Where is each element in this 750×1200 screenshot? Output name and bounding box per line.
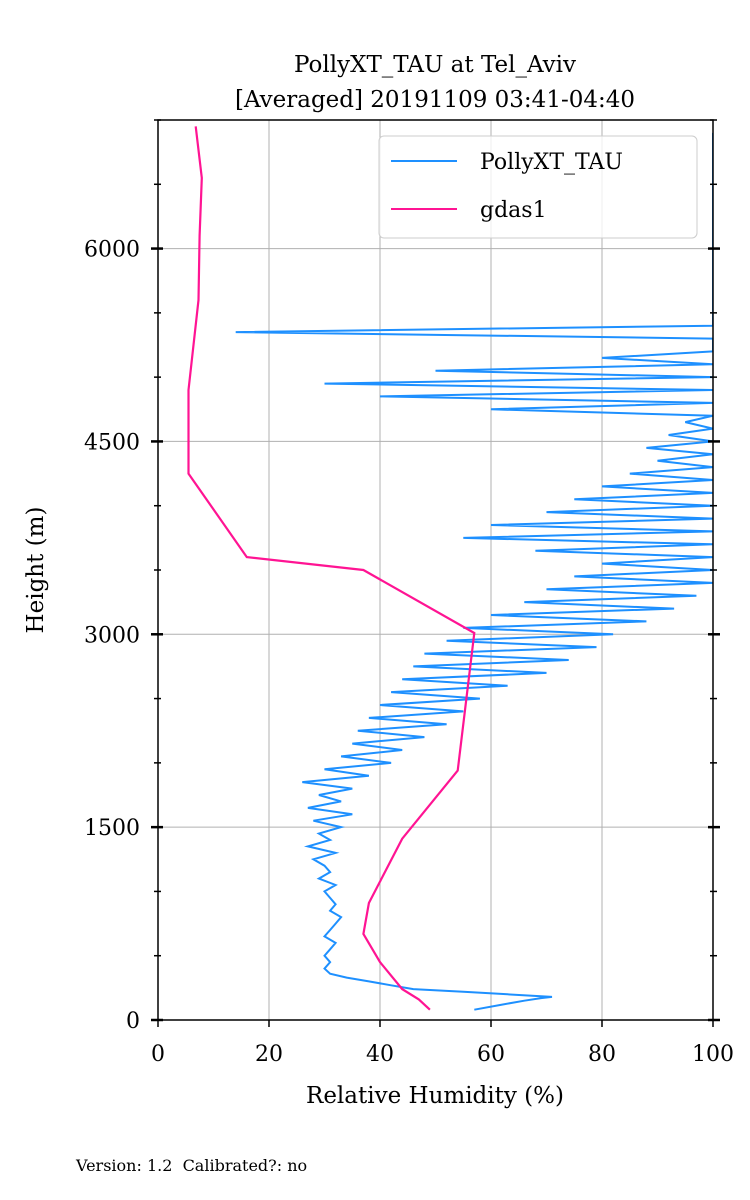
- x-tick-label: 0: [151, 1042, 165, 1067]
- x-tick-label: 80: [588, 1042, 616, 1067]
- chart-title: PollyXT_TAU at Tel_Aviv: [294, 52, 576, 78]
- y-tick-label: 1500: [84, 816, 140, 841]
- version-footer: Version: 1.2 Calibrated?: no: [76, 1156, 308, 1175]
- x-tick-label: 20: [255, 1042, 283, 1067]
- y-tick-label: 6000: [84, 238, 140, 263]
- axis-ticks: 0 20 40 60 80 100 0 1500 3000 4500 6000: [84, 119, 734, 1067]
- series-layer: [187, 126, 713, 1011]
- x-axis-label: Relative Humidity (%): [306, 1083, 564, 1109]
- y-tick-label: 3000: [84, 623, 140, 648]
- series-line-1: [187, 126, 476, 1011]
- legend-label-pollyxt: PollyXT_TAU: [480, 150, 623, 175]
- grid-lines: [157, 120, 714, 1021]
- y-axis-label: Height (m): [23, 507, 49, 634]
- legend-label-gdas1: gdas1: [480, 198, 547, 223]
- x-tick-label: 60: [477, 1042, 505, 1067]
- plot-frame: [157, 119, 714, 1021]
- x-tick-label: 40: [366, 1042, 394, 1067]
- series-line-0: [235, 132, 713, 1011]
- y-tick-label: 4500: [84, 430, 140, 455]
- y-tick-label: 0: [126, 1009, 140, 1034]
- x-tick-label: 100: [692, 1042, 734, 1067]
- legend-box: [378, 135, 698, 239]
- legend: PollyXT_TAU gdas1: [378, 135, 698, 239]
- chart-subtitle: [Averaged] 20191109 03:41-04:40: [235, 87, 635, 113]
